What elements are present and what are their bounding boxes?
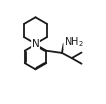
Text: N: N <box>32 39 39 49</box>
Text: NH$_2$: NH$_2$ <box>64 35 84 49</box>
